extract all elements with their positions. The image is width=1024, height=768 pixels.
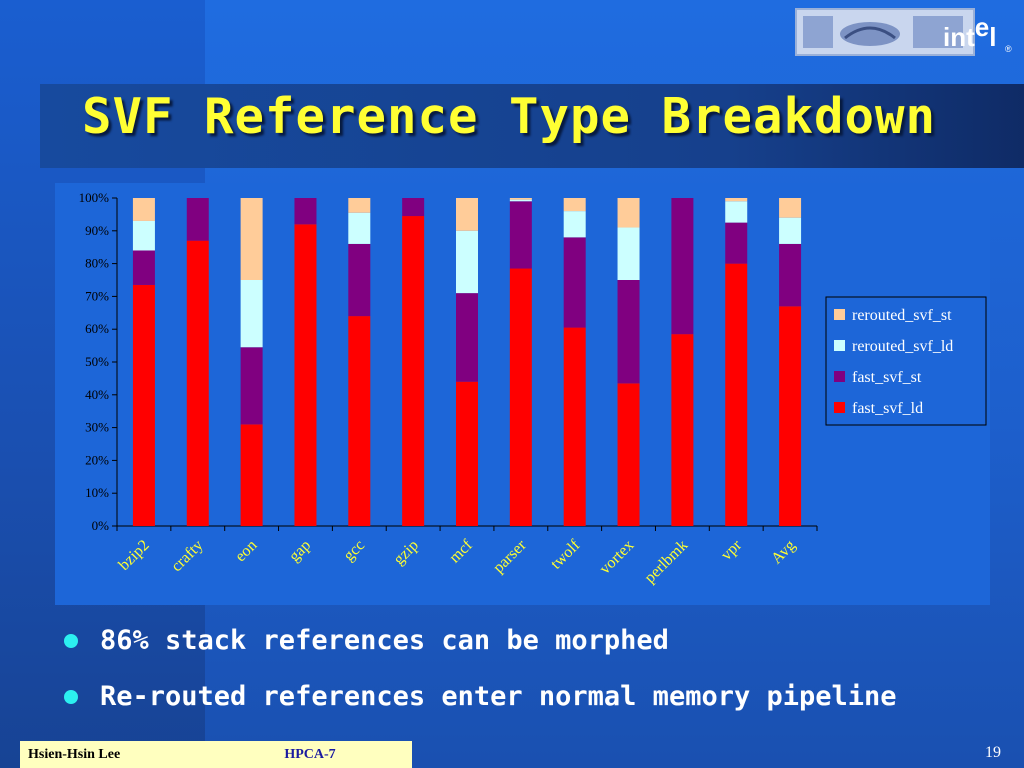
bar-segment-fast_svf_st: [294, 198, 317, 225]
bar-segment-rerouted_svf_st: [509, 198, 532, 200]
title-band: [40, 84, 1024, 168]
bar-segment-fast_svf_st: [456, 293, 478, 382]
category-label: eon: [232, 537, 260, 565]
bar-segment-fast_svf_ld: [456, 381, 478, 526]
bullet-dot-icon: [64, 634, 78, 648]
bar-segment-fast_svf_st: [186, 198, 209, 241]
y-tick-label: 70%: [85, 288, 109, 303]
bar-segment-rerouted_svf_st: [240, 198, 263, 280]
bar-segment-fast_svf_ld: [563, 327, 586, 526]
bar-segment-rerouted_svf_ld: [348, 212, 371, 244]
bar-segment-fast_svf_st: [509, 201, 532, 269]
category-label: mcf: [446, 536, 476, 566]
legend-label: rerouted_svf_ld: [852, 338, 953, 355]
category-label: twolf: [548, 536, 584, 572]
y-tick-label: 50%: [85, 354, 109, 369]
bar-segment-rerouted_svf_ld: [509, 199, 532, 202]
category-label: gcc: [340, 537, 368, 565]
bullet-item: Re-routed references enter normal memory…: [62, 676, 897, 732]
legend-box: [825, 296, 987, 426]
legend-swatch-rerouted_svf_ld: [834, 340, 845, 351]
category-label: perlbmk: [641, 537, 691, 587]
bar-segment-rerouted_svf_ld: [563, 211, 586, 238]
bar-segment-fast_svf_st: [402, 198, 425, 217]
bar-segment-fast_svf_ld: [294, 224, 317, 527]
bar-segment-rerouted_svf_st: [617, 198, 640, 228]
footer-venue: HPCA-7: [208, 741, 412, 768]
category-label: vortex: [596, 537, 637, 578]
bar-segment-rerouted_svf_st: [348, 198, 371, 213]
y-tick-label: 30%: [85, 420, 109, 435]
y-tick-label: 0%: [92, 518, 110, 533]
bar-segment-fast_svf_ld: [509, 268, 532, 526]
bar-segment-fast_svf_ld: [132, 284, 155, 526]
logo-wordmark-e: e: [975, 12, 989, 42]
stacked-bar-chart: 0% 10% 20% 30% 40% 50% 60% 70% 80% 90% 100% bzip2 cr…: [79, 190, 987, 587]
chart-area: 0% 10% 20% 30% 40% 50% 60% 70% 80% 90% 100% bzip2 cr…: [55, 183, 990, 605]
university-seal-icon: intel ®: [795, 8, 1012, 56]
category-label: gap: [286, 537, 314, 565]
bar-segment-fast_svf_st: [563, 237, 586, 328]
legend-label: fast_svf_st: [852, 369, 922, 386]
bar-segment-fast_svf_st: [240, 347, 263, 425]
legend-swatch-fast_svf_ld: [834, 402, 845, 413]
bar-segment-rerouted_svf_ld: [725, 201, 748, 223]
legend-swatch-fast_svf_st: [834, 371, 845, 382]
bar-segment-rerouted_svf_st: [563, 198, 586, 212]
header-logo: intel ®: [795, 8, 1015, 56]
bar-segment-fast_svf_st: [348, 243, 371, 317]
category-label: Avg: [768, 537, 799, 568]
bullet-list: 86% stack references can be morphed Re-r…: [62, 620, 897, 732]
y-tick-label: 10%: [85, 485, 109, 500]
y-tick-label: 80%: [85, 256, 109, 271]
bar-segment-fast_svf_ld: [725, 263, 748, 526]
legend-swatch-rerouted_svf_st: [834, 309, 845, 320]
bar-segment-fast_svf_ld: [402, 216, 425, 526]
bar-segment-rerouted_svf_ld: [779, 217, 802, 244]
footer-author: Hsien-Hsin Lee: [20, 741, 208, 768]
bar-segment-fast_svf_st: [779, 243, 802, 307]
bar-segment-rerouted_svf_st: [456, 198, 478, 231]
bar-segment-rerouted_svf_st: [779, 198, 802, 218]
y-tick-label: 40%: [85, 387, 109, 402]
bar-segment-rerouted_svf_st: [132, 198, 155, 221]
logo-wordmark-l: l: [989, 22, 996, 52]
bar-segment-rerouted_svf_ld: [617, 227, 640, 280]
y-tick-label: 20%: [85, 452, 109, 467]
y-tick-label: 90%: [85, 223, 109, 238]
bar-segment-fast_svf_ld: [186, 240, 209, 526]
bar-segment-rerouted_svf_st: [725, 198, 748, 202]
bar-segment-fast_svf_ld: [617, 383, 640, 526]
bullet-text: Re-routed references enter normal memory…: [100, 681, 897, 712]
page-number: 19: [985, 744, 1001, 761]
category-label: bzip2: [116, 537, 153, 574]
category-label: crafty: [168, 537, 206, 575]
bar-segment-rerouted_svf_ld: [132, 220, 155, 251]
svg-text:intel: intel: [943, 12, 996, 52]
bar-segment-fast_svf_ld: [779, 306, 802, 526]
legend-label: rerouted_svf_st: [852, 307, 952, 324]
slide-title: SVF Reference Type Breakdown: [82, 88, 937, 145]
bar-segment-fast_svf_ld: [348, 316, 371, 526]
bar-segment-fast_svf_st: [132, 250, 155, 285]
bullet-dot-icon: [64, 690, 78, 704]
bar-segment-fast_svf_st: [725, 222, 748, 264]
logo-wordmark: int: [943, 22, 975, 52]
y-tick-label: 60%: [85, 321, 109, 336]
bar-segment-fast_svf_ld: [671, 334, 694, 526]
bar-segment-fast_svf_st: [617, 280, 640, 384]
bar-segment-rerouted_svf_ld: [456, 230, 478, 294]
bullet-item: 86% stack references can be morphed: [62, 620, 897, 676]
bullet-text: 86% stack references can be morphed: [100, 625, 669, 656]
bar-segment-fast_svf_st: [671, 198, 694, 335]
bar-segment-rerouted_svf_ld: [240, 280, 263, 348]
category-label: parser: [490, 536, 530, 576]
logo-registered-mark: ®: [1005, 44, 1012, 54]
legend-label: fast_svf_ld: [852, 400, 923, 417]
category-label: vpr: [718, 536, 746, 564]
bar-segment-fast_svf_ld: [240, 424, 263, 526]
y-tick-label: 100%: [79, 190, 110, 205]
category-label: gzip: [390, 537, 421, 568]
